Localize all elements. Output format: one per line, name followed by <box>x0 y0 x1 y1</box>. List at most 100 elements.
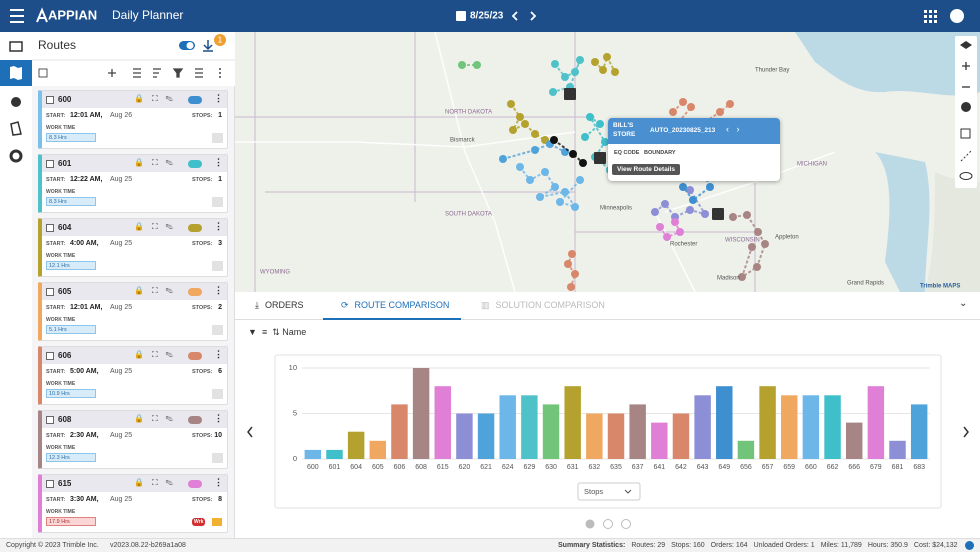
stop-marker[interactable] <box>669 108 677 116</box>
route-card[interactable]: 604 🔒⛶✎ ⋮ START: 4:00 AM, Aug 25 STOPS: 3 WORK T… <box>38 218 228 277</box>
info-button[interactable] <box>961 102 971 112</box>
sort-icon[interactable]: ≡ <box>261 327 268 337</box>
bar[interactable] <box>910 404 928 459</box>
card-checkbox[interactable] <box>46 416 54 424</box>
bar[interactable] <box>716 386 733 459</box>
menu-button[interactable] <box>10 9 24 23</box>
stop-marker[interactable] <box>686 206 694 214</box>
stop-marker[interactable] <box>753 263 761 271</box>
route-toggle[interactable] <box>188 160 202 168</box>
route-card[interactable]: 615 🔒⛶✎ ⋮ START: 3:30 AM, Aug 25 STOPS: 8 WORK T… <box>38 474 228 533</box>
bar[interactable] <box>651 422 668 459</box>
card-more[interactable]: ⋮ <box>214 93 223 103</box>
user-button[interactable] <box>950 9 964 23</box>
stop-marker[interactable] <box>679 183 687 191</box>
stop-marker[interactable] <box>571 270 579 278</box>
page-dot[interactable] <box>621 519 631 529</box>
card-more[interactable]: ⋮ <box>214 157 223 167</box>
nav-list[interactable] <box>9 41 23 52</box>
stop-marker[interactable] <box>596 120 604 128</box>
card-grid-icon[interactable] <box>212 197 223 207</box>
calendar-icon[interactable] <box>456 11 466 21</box>
metric-select[interactable] <box>577 482 641 501</box>
stop-marker[interactable] <box>661 200 669 208</box>
view-route-button[interactable]: View Route Details <box>612 164 681 175</box>
card-grid-icon[interactable] <box>212 261 223 271</box>
bar[interactable] <box>434 386 451 459</box>
bar[interactable] <box>672 413 690 460</box>
stop-marker[interactable] <box>458 61 466 69</box>
bar[interactable] <box>521 395 538 459</box>
stop-marker[interactable] <box>551 60 559 68</box>
stop-marker[interactable] <box>656 223 664 231</box>
page-dot[interactable] <box>585 519 595 529</box>
bar[interactable] <box>781 395 798 459</box>
stop-marker[interactable] <box>556 198 564 206</box>
bar[interactable] <box>802 395 820 459</box>
card-checkbox[interactable] <box>46 352 54 360</box>
sort-order[interactable]: ⇅ <box>272 327 280 337</box>
stop-marker[interactable] <box>726 100 734 108</box>
nav-settings[interactable] <box>9 149 23 163</box>
stop-marker[interactable] <box>651 208 659 216</box>
card-grid-icon[interactable] <box>212 325 223 335</box>
stop-marker[interactable] <box>686 186 694 194</box>
route-card[interactable]: 606 🔒⛶✎ ⋮ START: 5:00 AM, Aug 25 STOPS: 6 WORK T… <box>38 346 228 405</box>
stop-marker[interactable] <box>579 159 587 167</box>
stop-marker[interactable] <box>611 68 619 76</box>
collapse-button[interactable]: ⌄ <box>959 298 968 309</box>
stop-marker[interactable] <box>676 228 684 236</box>
page-dot[interactable] <box>603 519 613 529</box>
route-toggle[interactable] <box>188 288 202 296</box>
card-more[interactable]: ⋮ <box>214 413 223 423</box>
toolbar-icons[interactable] <box>108 68 203 78</box>
filter-icon[interactable]: ▼ <box>248 327 257 337</box>
stop-marker[interactable] <box>663 233 671 241</box>
card-more[interactable]: ⋮ <box>214 221 223 231</box>
bar[interactable] <box>607 413 625 460</box>
card-actions[interactable]: 🔒⛶✎ <box>134 414 181 423</box>
bar[interactable] <box>759 386 776 459</box>
prev-chart[interactable] <box>247 426 253 438</box>
tab-solution-comparison[interactable]: ▥ SOLUTION COMPARISON <box>481 300 605 310</box>
stop-marker[interactable] <box>671 218 679 226</box>
bar[interactable] <box>412 368 430 459</box>
toolbar-more[interactable] <box>219 68 221 78</box>
stop-marker[interactable] <box>541 168 549 176</box>
stop-marker[interactable] <box>603 53 611 61</box>
route-toggle[interactable] <box>188 480 202 488</box>
route-card[interactable]: 608 🔒⛶✎ ⋮ START: 2:30 AM, Aug 25 STOPS: 10 WORK … <box>38 410 228 469</box>
stop-marker[interactable] <box>743 211 751 219</box>
status-icon[interactable] <box>965 541 974 550</box>
stop-marker[interactable] <box>536 193 544 201</box>
stop-marker[interactable] <box>586 113 594 121</box>
card-checkbox[interactable] <box>46 224 54 232</box>
card-actions[interactable]: 🔒⛶✎ <box>134 222 181 231</box>
stop-marker[interactable] <box>599 66 607 74</box>
stop-marker[interactable] <box>687 103 695 111</box>
stop-marker[interactable] <box>761 240 769 248</box>
stop-marker[interactable] <box>509 126 517 134</box>
bar[interactable] <box>824 395 841 459</box>
stop-marker[interactable] <box>569 150 577 158</box>
bar[interactable] <box>456 413 473 460</box>
stop-marker[interactable] <box>526 176 534 184</box>
bar[interactable] <box>629 404 646 459</box>
stop-marker[interactable] <box>521 120 529 128</box>
card-grid-icon[interactable] <box>212 453 223 463</box>
card-actions[interactable]: 🔒⛶✎ <box>134 350 181 359</box>
view-button[interactable] <box>959 172 973 180</box>
nav-zones[interactable] <box>10 121 22 136</box>
bar[interactable] <box>737 440 755 459</box>
stop-marker[interactable] <box>689 196 697 204</box>
card-checkbox[interactable] <box>46 160 54 168</box>
route-card[interactable]: 600 🔒⛶✎ ⋮ START: 12:01 AM, Aug 26 STOPS: 1 WORK … <box>38 90 228 149</box>
depot-marker[interactable] <box>594 152 606 164</box>
stop-marker[interactable] <box>738 273 746 281</box>
stop-marker[interactable] <box>551 183 559 191</box>
bar[interactable] <box>499 395 516 459</box>
card-more[interactable]: ⋮ <box>214 285 223 295</box>
card-checkbox[interactable] <box>46 96 54 104</box>
stop-marker[interactable] <box>568 250 576 258</box>
card-more[interactable]: ⋮ <box>214 349 223 359</box>
